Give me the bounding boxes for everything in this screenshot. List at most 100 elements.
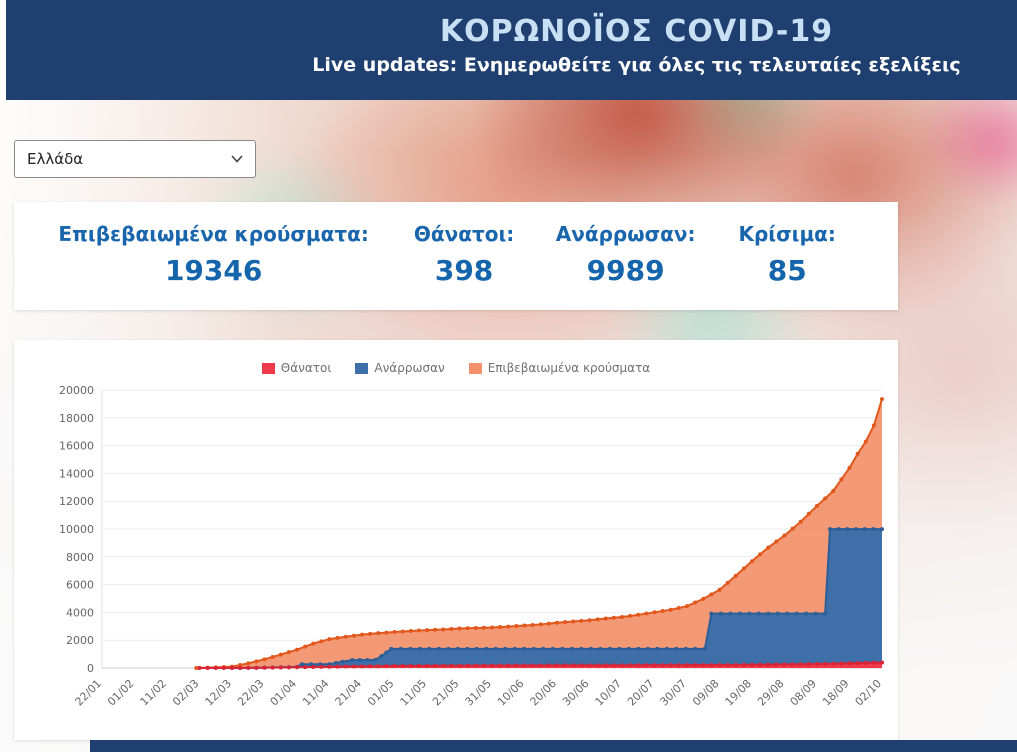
series-marker: [522, 663, 527, 668]
series-marker: [636, 663, 641, 668]
series-marker: [449, 663, 454, 668]
series-marker: [303, 644, 308, 649]
series-marker: [335, 635, 340, 640]
series-marker: [384, 630, 389, 635]
series-area-2: [196, 399, 882, 668]
series-marker: [620, 614, 624, 619]
series-marker: [400, 663, 405, 668]
series-marker: [538, 663, 543, 668]
series-marker: [481, 625, 486, 630]
y-axis-tick-label: 20000: [59, 384, 94, 397]
legend-item-deaths[interactable]: Θάνατοι: [261, 361, 331, 375]
series-marker: [871, 527, 876, 532]
series-marker: [546, 663, 551, 668]
series-marker: [262, 657, 267, 662]
series-marker: [702, 646, 707, 651]
series-marker: [725, 662, 730, 667]
series-marker: [238, 663, 243, 668]
series-marker: [311, 641, 316, 646]
series-marker: [880, 527, 884, 532]
series-marker: [309, 662, 314, 667]
series-marker: [376, 664, 381, 669]
series-marker: [847, 465, 852, 470]
y-axis-tick-label: 10000: [59, 523, 94, 536]
series-marker: [782, 662, 787, 667]
series-marker: [579, 663, 584, 668]
series-marker: [668, 607, 673, 612]
series-marker: [384, 664, 389, 669]
series-marker: [717, 587, 722, 592]
stats-card: Επιβεβαιωμένα κρούσματα: 19346 Θάνατοι: …: [14, 202, 898, 310]
series-marker: [626, 646, 631, 651]
x-axis-tick-label: 01/04: [268, 677, 300, 709]
series-marker: [563, 663, 568, 668]
series-marker: [327, 637, 332, 642]
stat-confirmed: Επιβεβαιωμένα κρούσματα: 19346: [44, 222, 383, 287]
legend-swatch: [355, 362, 369, 374]
series-marker: [785, 611, 790, 616]
series-marker: [664, 646, 669, 651]
legend-label: Επιβεβαιωμένα κρούσματα: [487, 361, 651, 375]
series-marker: [660, 609, 665, 614]
series-marker: [587, 663, 592, 668]
x-axis-tick-label: 20/06: [528, 677, 560, 709]
series-marker: [433, 627, 438, 632]
series-area-1: [232, 529, 882, 668]
stat-deaths-value: 398: [434, 254, 494, 287]
series-marker: [398, 646, 403, 651]
series-marker: [343, 664, 348, 669]
series-marker: [389, 646, 394, 651]
series-marker: [221, 665, 226, 670]
x-axis-tick-label: 08/09: [788, 677, 820, 709]
series-marker: [839, 477, 844, 482]
series-marker: [831, 488, 836, 493]
series-marker: [701, 663, 706, 668]
series-marker: [473, 625, 478, 630]
series-marker: [741, 566, 746, 571]
series-marker: [674, 646, 679, 651]
series-marker: [701, 596, 706, 601]
series-marker: [741, 662, 746, 667]
page-subtitle: Live updates: Ενημερωθείτε για όλες τις …: [312, 54, 961, 76]
series-marker: [871, 660, 876, 665]
series-marker: [416, 628, 421, 633]
y-axis-tick-label: 8000: [66, 551, 94, 564]
series-marker: [645, 646, 650, 651]
series-marker: [563, 620, 568, 625]
series-marker: [617, 646, 622, 651]
page-header: ΚΟΡΩΝΟΪΟΣ COVID-19 Live updates: Ενημερω…: [6, 0, 1017, 100]
stat-confirmed-value: 19346: [164, 254, 263, 287]
x-axis-tick-label: 30/06: [560, 677, 592, 709]
series-marker: [319, 639, 324, 644]
country-select[interactable]: Ελλάδα: [14, 140, 256, 178]
series-marker: [490, 625, 494, 630]
series-marker: [571, 663, 576, 668]
chart-legend: Θάνατοι Ανάρρωσαν Επιβεβαιωμένα κρούσματ…: [14, 340, 898, 380]
legend-item-recovered[interactable]: Ανάρρωσαν: [355, 361, 445, 375]
stat-critical-label: Κρίσιμα:: [738, 222, 836, 246]
x-axis-tick-label: 11/05: [398, 677, 430, 709]
series-marker: [607, 646, 612, 651]
x-axis-tick-label: 22/03: [235, 677, 267, 709]
series-marker: [522, 623, 527, 628]
x-axis-tick-label: 02/10: [853, 677, 885, 709]
series-marker: [652, 610, 657, 615]
series-marker: [303, 665, 308, 670]
series-marker: [530, 663, 535, 668]
x-axis-tick-label: 11/02: [138, 677, 170, 709]
series-marker: [246, 661, 251, 666]
legend-item-confirmed[interactable]: Επιβεβαιωμένα κρούσματα: [468, 361, 651, 375]
series-marker: [709, 592, 714, 597]
series-marker: [588, 646, 593, 651]
y-axis-tick-label: 6000: [66, 579, 94, 592]
series-marker: [863, 439, 868, 444]
series-marker: [360, 632, 364, 637]
series-marker: [676, 605, 681, 610]
series-marker: [408, 646, 413, 651]
series-marker: [806, 511, 811, 516]
series-marker: [862, 527, 867, 532]
y-axis-tick-label: 16000: [59, 440, 94, 453]
series-marker: [299, 662, 304, 667]
series-marker: [230, 665, 234, 670]
series-marker: [335, 664, 340, 669]
